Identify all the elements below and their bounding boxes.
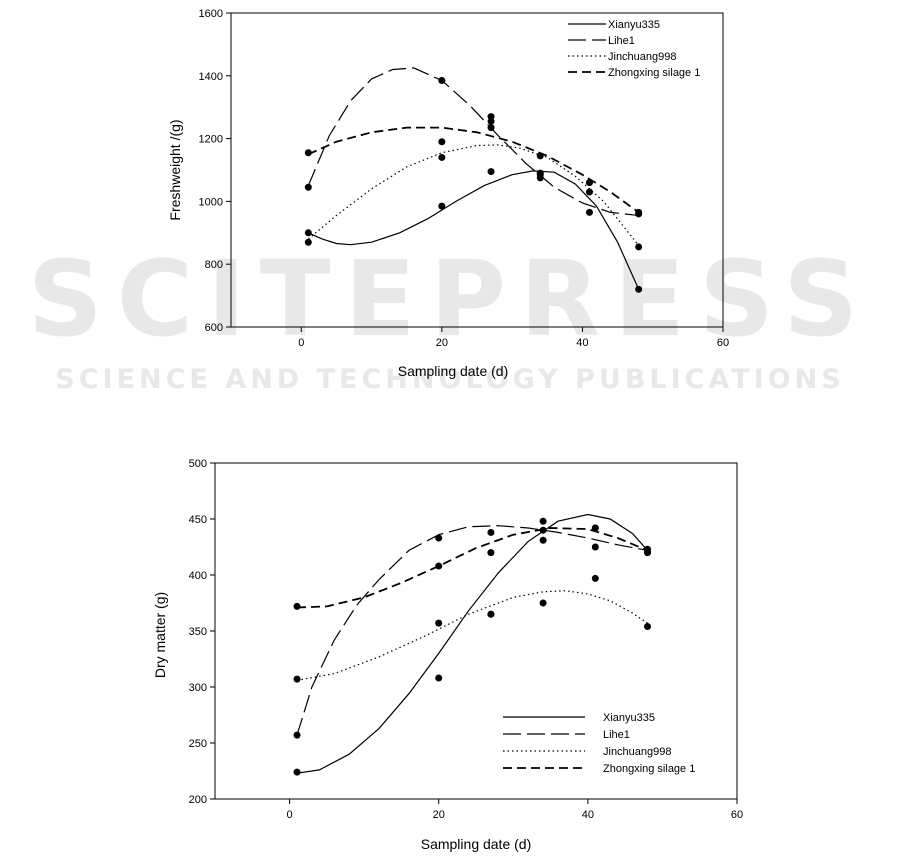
y-tick-label: 450 xyxy=(189,514,207,526)
x-tick-label: 60 xyxy=(731,809,743,821)
data-point-zhongxing-silage-1 xyxy=(304,149,312,157)
y-tick-label: 600 xyxy=(205,322,223,334)
y-tick-label: 350 xyxy=(189,626,207,638)
legend-label-jinchuang998: Jinchuang998 xyxy=(608,51,677,63)
data-point-jinchuang998 xyxy=(438,153,446,161)
data-point-jinchuang998 xyxy=(635,243,643,251)
legend: Xianyu335 Lihe1 Jinchuang998 Zhongxing sila… xyxy=(503,712,695,775)
data-point-lihe1 xyxy=(585,188,593,196)
y-tick-label: 1400 xyxy=(199,71,223,83)
y-axis-title: Freshweight /(g) xyxy=(167,119,183,220)
y-tick-label: 1000 xyxy=(199,196,223,208)
data-point-xianyu335 xyxy=(435,674,443,682)
data-point-xianyu335 xyxy=(293,768,301,776)
legend-label-xianyu335: Xianyu335 xyxy=(608,19,660,31)
fit-curve-lihe1 xyxy=(296,525,648,736)
data-point-zhongxing-silage-1 xyxy=(644,549,652,557)
data-point-zhongxing-silage-1 xyxy=(435,562,443,570)
x-tick-label: 0 xyxy=(298,337,304,349)
watermark-subtitle: SCIENCE AND TECHNOLOGY PUBLICATIONS xyxy=(55,364,844,395)
y-tick-label: 250 xyxy=(189,738,207,750)
data-point-xianyu335 xyxy=(487,168,495,176)
fit-curve-zhongxing-silage-1 xyxy=(296,527,648,609)
data-point-xianyu335 xyxy=(539,526,547,534)
legend-label-jinchuang998: Jinchuang998 xyxy=(603,746,672,758)
x-tick-label: 60 xyxy=(717,337,729,349)
data-point-lihe1 xyxy=(304,183,312,191)
x-tick-label: 20 xyxy=(433,809,445,821)
legend-label-zhongxing-silage-1: Zhongxing silage 1 xyxy=(608,67,700,79)
x-axis-title: Sampling date (d) xyxy=(398,363,509,379)
data-point-xianyu335 xyxy=(438,202,446,210)
plot-frame xyxy=(230,12,724,328)
fit-curve-jinchuang998 xyxy=(296,590,648,681)
data-point-lihe1 xyxy=(487,528,495,536)
data-points xyxy=(293,517,652,776)
data-point-xianyu335 xyxy=(304,229,312,237)
data-point-lihe1 xyxy=(438,77,446,85)
data-point-jinchuang998 xyxy=(591,574,599,582)
data-points xyxy=(304,77,643,293)
data-point-xianyu335 xyxy=(585,208,593,216)
tick-group: 0 20 40 60 200 250 300 350 400 450 500 xyxy=(189,458,743,821)
data-point-jinchuang998 xyxy=(435,619,443,627)
fit-curve-xianyu335 xyxy=(296,513,648,774)
y-tick-label: 300 xyxy=(189,682,207,694)
data-point-jinchuang998 xyxy=(536,174,544,182)
x-tick-label: 20 xyxy=(436,337,448,349)
legend-label-lihe1: Lihe1 xyxy=(608,35,635,47)
x-tick-label: 40 xyxy=(576,337,588,349)
legend-label-xianyu335: Xianyu335 xyxy=(603,712,655,724)
data-point-jinchuang998 xyxy=(539,599,547,607)
data-point-zhongxing-silage-1 xyxy=(635,208,643,216)
data-point-lihe1 xyxy=(435,534,443,542)
fit-curve-lihe1 xyxy=(307,67,639,217)
data-point-jinchuang998 xyxy=(487,124,495,132)
data-point-zhongxing-silage-1 xyxy=(539,536,547,544)
data-point-lihe1 xyxy=(293,731,301,739)
data-point-zhongxing-silage-1 xyxy=(536,152,544,160)
y-tick-label: 500 xyxy=(189,458,207,470)
fit-curve-xianyu335 xyxy=(308,170,640,290)
y-tick-label: 800 xyxy=(205,259,223,271)
data-point-zhongxing-silage-1 xyxy=(591,543,599,551)
data-point-zhongxing-silage-1 xyxy=(438,138,446,146)
dry-matter-chart: 0 20 40 60 200 250 300 350 400 450 500 Xianyu335 Li… xyxy=(152,458,743,852)
legend-label-zhongxing-silage-1: Zhongxing silage 1 xyxy=(603,763,695,775)
watermark-title: SCITEPRESS xyxy=(28,238,872,360)
data-point-jinchuang998 xyxy=(644,623,652,631)
y-tick-label: 1200 xyxy=(199,134,223,146)
data-point-zhongxing-silage-1 xyxy=(585,179,593,187)
data-point-zhongxing-silage-1 xyxy=(487,117,495,125)
tick-group: 0 20 40 60 600 800 1000 1200 1400 1600 xyxy=(199,8,730,349)
data-point-jinchuang998 xyxy=(293,675,301,683)
data-point-zhongxing-silage-1 xyxy=(487,549,495,557)
watermark: SCITEPRESS SCIENCE AND TECHNOLOGY PUBLIC… xyxy=(28,238,872,395)
y-axis-title: Dry matter (g) xyxy=(152,592,168,678)
data-point-lihe1 xyxy=(591,524,599,532)
data-point-xianyu335 xyxy=(635,285,643,293)
legend: Xianyu335 Lihe1 Jinchuang998 Zhongxing sila… xyxy=(568,19,700,79)
y-tick-label: 1600 xyxy=(199,8,223,20)
data-point-jinchuang998 xyxy=(304,238,312,246)
data-point-lihe1 xyxy=(539,517,547,525)
x-tick-label: 40 xyxy=(582,809,594,821)
x-axis-title: Sampling date (d) xyxy=(421,836,532,852)
freshweight-chart: 0 20 40 60 600 800 1000 1200 1400 1600 Xianyu335 L… xyxy=(167,8,729,379)
fit-curves xyxy=(296,513,648,774)
y-tick-label: 400 xyxy=(189,570,207,582)
legend-label-lihe1: Lihe1 xyxy=(603,729,630,741)
data-point-zhongxing-silage-1 xyxy=(293,602,301,610)
y-tick-label: 200 xyxy=(189,794,207,806)
x-tick-label: 0 xyxy=(287,809,293,821)
data-point-jinchuang998 xyxy=(487,610,495,618)
